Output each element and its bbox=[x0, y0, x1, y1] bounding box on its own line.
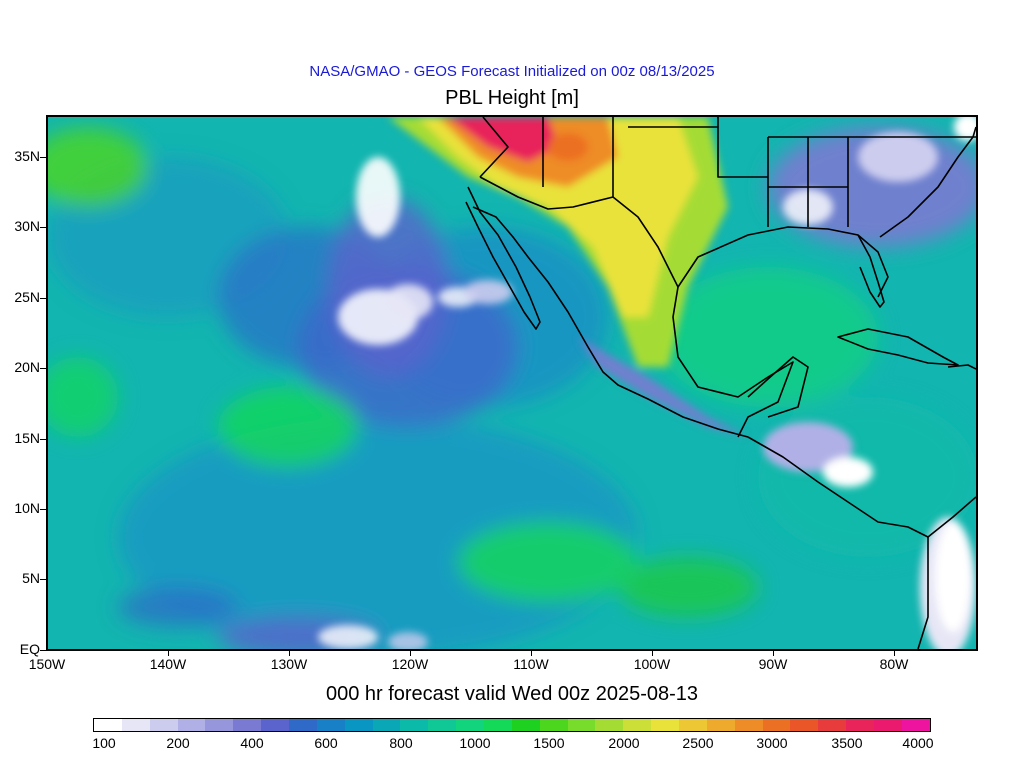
colorbar-swatch bbox=[205, 719, 234, 731]
lon-tick bbox=[410, 651, 411, 656]
colorbar-swatch bbox=[149, 719, 178, 731]
lat-label-eq: EQ bbox=[19, 641, 40, 657]
colorbar-swatch bbox=[177, 719, 206, 731]
lon-label-100w: 100W bbox=[633, 656, 671, 672]
lat-label-20n: 20N bbox=[14, 359, 40, 375]
lat-tick bbox=[40, 650, 46, 651]
land-high-pbl bbox=[388, 117, 976, 649]
lat-tick bbox=[40, 368, 46, 369]
lat-label-25n: 25N bbox=[14, 289, 40, 305]
lon-label-110w: 110W bbox=[513, 656, 549, 672]
map-boundaries bbox=[465, 117, 976, 649]
colorbar-label-3000: 3000 bbox=[756, 735, 788, 751]
lat-label-15n: 15N bbox=[14, 430, 40, 446]
lat-tick bbox=[40, 509, 46, 510]
colorbar-swatch bbox=[233, 719, 262, 731]
lat-label-30n: 30N bbox=[14, 218, 40, 234]
colorbar-swatch bbox=[400, 719, 429, 731]
forecast-valid-time: 000 hr forecast valid Wed 00z 2025-08-13 bbox=[325, 683, 699, 705]
colorbar-swatch bbox=[261, 719, 290, 731]
colorbar-swatch bbox=[316, 719, 345, 731]
lon-label-150w: 150W bbox=[28, 656, 66, 672]
colorbar-swatch bbox=[344, 719, 373, 731]
colorbar-label-600: 600 bbox=[314, 735, 338, 751]
lat-tick bbox=[40, 439, 46, 440]
lon-label-120w: 120W bbox=[391, 656, 429, 672]
lon-label-80w: 80W bbox=[879, 656, 909, 672]
lon-tick bbox=[894, 651, 895, 656]
colorbar-swatch bbox=[651, 719, 680, 731]
colorbar-swatch bbox=[790, 719, 819, 731]
lon-tick bbox=[168, 651, 169, 656]
colorbar-swatch bbox=[289, 719, 317, 731]
colorbar-swatch bbox=[734, 719, 763, 731]
colorbar-label-200: 200 bbox=[166, 735, 190, 751]
map-title: PBL Height [m] bbox=[445, 87, 579, 109]
colorbar-swatch bbox=[679, 719, 707, 731]
colorbar-swatch bbox=[595, 719, 624, 731]
lon-label-90w: 90W bbox=[758, 656, 788, 672]
lon-tick bbox=[773, 651, 774, 656]
colorbar-label-800: 800 bbox=[389, 735, 413, 751]
lon-tick bbox=[531, 651, 532, 656]
colorbar bbox=[93, 718, 931, 732]
lon-tick bbox=[289, 651, 290, 656]
colorbar-swatch bbox=[456, 719, 485, 731]
lat-label-35n: 35N bbox=[14, 148, 40, 164]
colorbar-swatch bbox=[706, 719, 735, 731]
colorbar-swatch bbox=[484, 719, 512, 731]
colorbar-swatch bbox=[762, 719, 791, 731]
colorbar-swatch bbox=[511, 719, 540, 731]
colorbar-label-1000: 1000 bbox=[459, 735, 491, 751]
lat-tick bbox=[40, 298, 46, 299]
forecast-subtitle: NASA/GMAO - GEOS Forecast Initialized on… bbox=[309, 63, 715, 80]
colorbar-swatch bbox=[901, 719, 930, 731]
colorbar-swatch bbox=[567, 719, 596, 731]
lon-tick bbox=[652, 651, 653, 656]
lat-tick bbox=[40, 157, 46, 158]
colorbar-label-4000: 4000 bbox=[902, 735, 934, 751]
low-pbl-patches bbox=[318, 157, 513, 649]
colorbar-swatch bbox=[818, 719, 847, 731]
colorbar-swatch bbox=[94, 719, 122, 731]
colorbar-label-2000: 2000 bbox=[608, 735, 640, 751]
pbl-height-map bbox=[46, 115, 978, 651]
lat-tick bbox=[40, 579, 46, 580]
lat-tick bbox=[40, 227, 46, 228]
lon-label-130w: 130W bbox=[270, 656, 308, 672]
colorbar-swatch bbox=[539, 719, 568, 731]
colorbar-label-400: 400 bbox=[240, 735, 264, 751]
colorbar-swatch bbox=[874, 719, 902, 731]
colorbar-label-100: 100 bbox=[92, 735, 116, 751]
lon-label-140w: 140W bbox=[149, 656, 187, 672]
colorbar-swatch bbox=[121, 719, 150, 731]
colorbar-swatch bbox=[623, 719, 652, 731]
colorbar-label-2500: 2500 bbox=[682, 735, 714, 751]
colorbar-swatch bbox=[428, 719, 457, 731]
colorbar-label-3500: 3500 bbox=[831, 735, 863, 751]
colorbar-swatch bbox=[372, 719, 401, 731]
lat-label-5n: 5N bbox=[22, 570, 40, 586]
colorbar-swatch bbox=[846, 719, 875, 731]
colorbar-label-1500: 1500 bbox=[533, 735, 565, 751]
lat-label-10n: 10N bbox=[14, 500, 40, 516]
